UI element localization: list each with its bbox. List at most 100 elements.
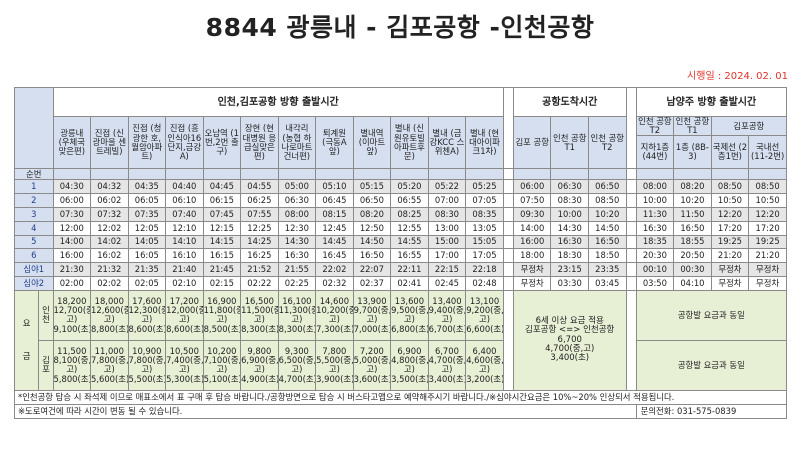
departure-time: 04:45 bbox=[202, 179, 242, 195]
return-time: 11:30 bbox=[635, 207, 675, 222]
fare-cell: 11,500 8,100(중,고) 5,800(초) bbox=[52, 339, 92, 391]
seq-cell: 심야2 bbox=[14, 276, 54, 291]
seq-cell: 4 bbox=[14, 220, 54, 236]
fare-value: 6,700 bbox=[434, 345, 459, 356]
fare-label-bottom: 금 bbox=[22, 351, 31, 362]
return-time: 17:20 bbox=[748, 220, 787, 236]
stop-header-7: 내각리 (농협 하나로마트 건너편) bbox=[277, 115, 317, 170]
departure-time: 12:00 bbox=[52, 220, 92, 236]
fare-value: 4,900(초) bbox=[241, 373, 279, 384]
fare-value: 16,500 bbox=[244, 295, 274, 306]
return-time: 00:10 bbox=[635, 262, 675, 278]
departure-time: 07:32 bbox=[90, 207, 129, 222]
departure-time: 05:22 bbox=[427, 179, 467, 195]
departure-time: 16:25 bbox=[240, 248, 279, 264]
fare-value: 9,200(중,고) bbox=[466, 305, 504, 325]
spacer-cell bbox=[625, 220, 637, 236]
fare-cell: 7,200 5,000(중,고) 3,600(초) bbox=[352, 339, 392, 391]
fare-label-top: 요 bbox=[22, 318, 31, 329]
return-time: 무정차 bbox=[710, 262, 750, 278]
departure-time: 12:05 bbox=[127, 220, 167, 236]
departure-time: 02:25 bbox=[277, 276, 317, 291]
fare-value: 3,900(초) bbox=[316, 373, 354, 384]
fare-value: 8,300(초) bbox=[241, 323, 279, 334]
seq-cell: 5 bbox=[14, 234, 54, 250]
departure-time: 14:50 bbox=[352, 234, 392, 250]
arrive-header-1: 김포 공항 bbox=[512, 115, 552, 170]
arrival-time: 06:50 bbox=[587, 179, 627, 195]
stop-header-6: 장현 (현대병원 응급실맞은편) bbox=[240, 115, 279, 170]
fare-value: 13,400 bbox=[432, 295, 462, 306]
arrival-time: 무정차 bbox=[512, 276, 552, 291]
stop-header-10: 별내 (신원유토빌아파트후문) bbox=[390, 115, 429, 170]
departure-time: 02:10 bbox=[165, 276, 204, 291]
return-time: 20:50 bbox=[673, 248, 712, 264]
departure-time: 06:30 bbox=[277, 193, 317, 209]
fare-value: 4,700(초) bbox=[278, 373, 316, 384]
ret-header-gimpo: 김포공항 bbox=[710, 115, 788, 137]
departure-time: 07:30 bbox=[52, 207, 92, 222]
departure-time: 06:02 bbox=[90, 193, 129, 209]
seq-cell: 1 bbox=[14, 179, 54, 195]
fare-value: 18,000 bbox=[94, 295, 124, 306]
departure-time: 08:30 bbox=[427, 207, 467, 222]
fare-value: 13,100 bbox=[469, 295, 500, 306]
departure-time: 02:32 bbox=[315, 276, 354, 291]
fare-same-note-1: 공항발 요금과 동일 bbox=[635, 289, 788, 341]
fare-value: 12,300(중,고) bbox=[128, 305, 165, 325]
arrival-time: 16:00 bbox=[512, 234, 552, 250]
arrive-header-tail bbox=[550, 168, 589, 181]
departure-time: 02:05 bbox=[127, 276, 167, 291]
return-time: 21:20 bbox=[710, 248, 750, 264]
fare-cell: 6,700 4,700(중,고) 3,400(초) bbox=[427, 339, 467, 391]
fare-value: 11,500 bbox=[57, 345, 87, 356]
fare-value: 3,200(초) bbox=[466, 373, 504, 384]
return-time: 18:35 bbox=[635, 234, 675, 250]
spacer-cell bbox=[625, 289, 637, 391]
seq-header: 순번 bbox=[14, 168, 54, 181]
fare-value: 7,800 bbox=[322, 345, 347, 356]
arrival-time: 18:50 bbox=[587, 248, 627, 264]
stop-header-tail bbox=[277, 168, 317, 181]
stop-header-4: 진접 (흥인식아16단지,금강A) bbox=[165, 115, 204, 170]
return-time: 08:50 bbox=[710, 179, 750, 195]
departure-time: 07:35 bbox=[127, 207, 167, 222]
arrival-time: 23:15 bbox=[550, 262, 589, 278]
spacer-cell bbox=[502, 289, 514, 391]
stop-header-2: 진접 (신광마을 센트레빌) bbox=[90, 115, 129, 170]
fare-cell: 9,300 6,500(중,고) 4,700(초) bbox=[277, 339, 317, 391]
departure-time: 02:37 bbox=[352, 276, 392, 291]
departure-time: 22:18 bbox=[465, 262, 504, 278]
fare-cell: 9,800 6,900(중,고) 4,900(초) bbox=[240, 339, 279, 391]
fare-value: 11,500(중,고) bbox=[241, 305, 278, 325]
departure-time: 04:35 bbox=[127, 179, 167, 195]
return-time: 무정차 bbox=[710, 276, 750, 291]
departure-time: 05:00 bbox=[277, 179, 317, 195]
departure-time: 14:45 bbox=[315, 234, 354, 250]
departure-time: 14:10 bbox=[165, 234, 204, 250]
arrival-time: 03:45 bbox=[587, 276, 627, 291]
departure-time: 04:55 bbox=[240, 179, 279, 195]
departure-time: 06:00 bbox=[52, 193, 92, 209]
effective-date: 시행일 : 2024. 02. 01 bbox=[687, 71, 788, 82]
fare-value: 11,300(중,고) bbox=[278, 305, 315, 325]
arrive-header-3: 인천 공항 T2 bbox=[587, 115, 627, 170]
departure-time: 12:55 bbox=[390, 220, 429, 236]
departure-time: 08:25 bbox=[390, 207, 429, 222]
fare-value: 12,700(중,고) bbox=[53, 305, 90, 325]
departure-time: 12:10 bbox=[165, 220, 204, 236]
departure-time: 14:00 bbox=[52, 234, 92, 250]
fare-note-line: 6,700 bbox=[557, 334, 582, 345]
spacer-cell bbox=[625, 207, 637, 222]
departure-time: 16:30 bbox=[277, 248, 317, 264]
departure-time: 14:05 bbox=[127, 234, 167, 250]
fare-value: 5,100(초) bbox=[203, 373, 241, 384]
spacer-cell bbox=[625, 276, 637, 291]
fare-value: 5,300(초) bbox=[166, 373, 204, 384]
fare-incheon-label: 인천 bbox=[38, 289, 54, 341]
header-departure-group: 인천,김포공항 방향 출발시간 bbox=[52, 87, 504, 117]
fare-value: 7,800(중,고) bbox=[91, 355, 129, 375]
footer-note-2: ※도로여건에 따라 시간이 변동 될 수 있습니다. bbox=[14, 403, 637, 419]
departure-time: 08:15 bbox=[315, 207, 354, 222]
arrival-time: 08:30 bbox=[550, 193, 589, 209]
